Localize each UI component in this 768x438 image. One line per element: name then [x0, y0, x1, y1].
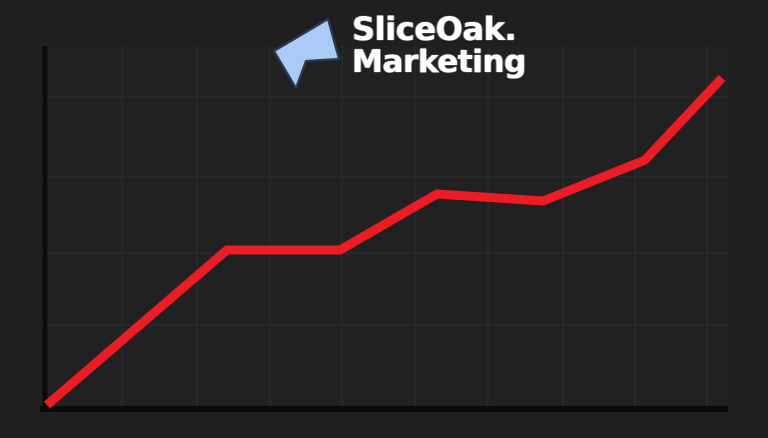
data-series-line	[44, 74, 726, 409]
vertical-gridlines	[121, 46, 708, 409]
